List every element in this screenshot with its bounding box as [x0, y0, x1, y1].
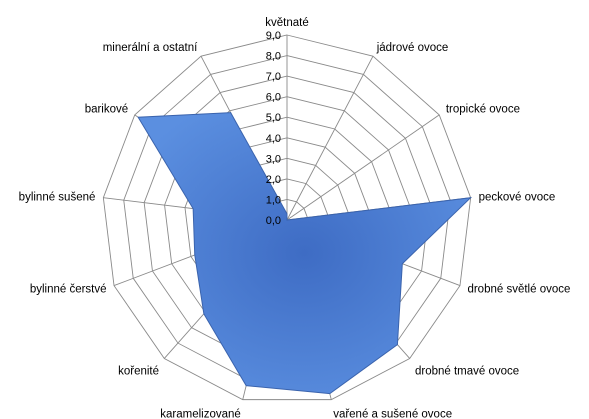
grid-ring: [102, 34, 472, 401]
category-label: drobné světlé ovoce: [467, 283, 570, 295]
category-label: peckové ovoce: [479, 192, 556, 204]
grid-spoke: [286, 55, 374, 221]
category-label: barikové: [85, 103, 128, 115]
category-label: vařené a sušené ovoce: [333, 408, 452, 419]
tick-label: 5,0: [266, 112, 281, 124]
category-label: drobné tmavé ovoce: [415, 365, 519, 377]
tick-label: 8,0: [266, 51, 281, 63]
category-label: minerální a ostatní: [103, 42, 198, 54]
category-label: bylinné sušené: [19, 192, 96, 204]
tick-label: 0,0: [266, 215, 281, 227]
grid-spoke: [286, 114, 440, 221]
category-label: kořenité: [118, 365, 159, 377]
tick-label: 4,0: [266, 133, 281, 145]
radial-axis-ticks: 0,0 1,0 2,0 3,0 4,0 5,0 6,0 7,0 8,0 9,0: [266, 30, 281, 227]
category-label: květnaté: [265, 17, 308, 29]
tick-label: 3,0: [266, 153, 281, 165]
tick-label: 9,0: [266, 30, 281, 42]
tick-label: 1,0: [266, 194, 281, 206]
category-label: tropické ovoce: [446, 103, 520, 115]
category-label: karamelizované: [160, 408, 241, 419]
category-label: jádrové ovoce: [376, 42, 449, 54]
category-labels: květnaté jádrové ovoce tropické ovoce pecko…: [19, 17, 571, 419]
radar-series: [137, 112, 473, 395]
tick-label: 2,0: [266, 174, 281, 186]
tick-label: 7,0: [266, 71, 281, 83]
category-label: bylinné čerstvé: [30, 283, 107, 295]
tick-label: 6,0: [266, 92, 281, 104]
series-area: [137, 112, 473, 395]
